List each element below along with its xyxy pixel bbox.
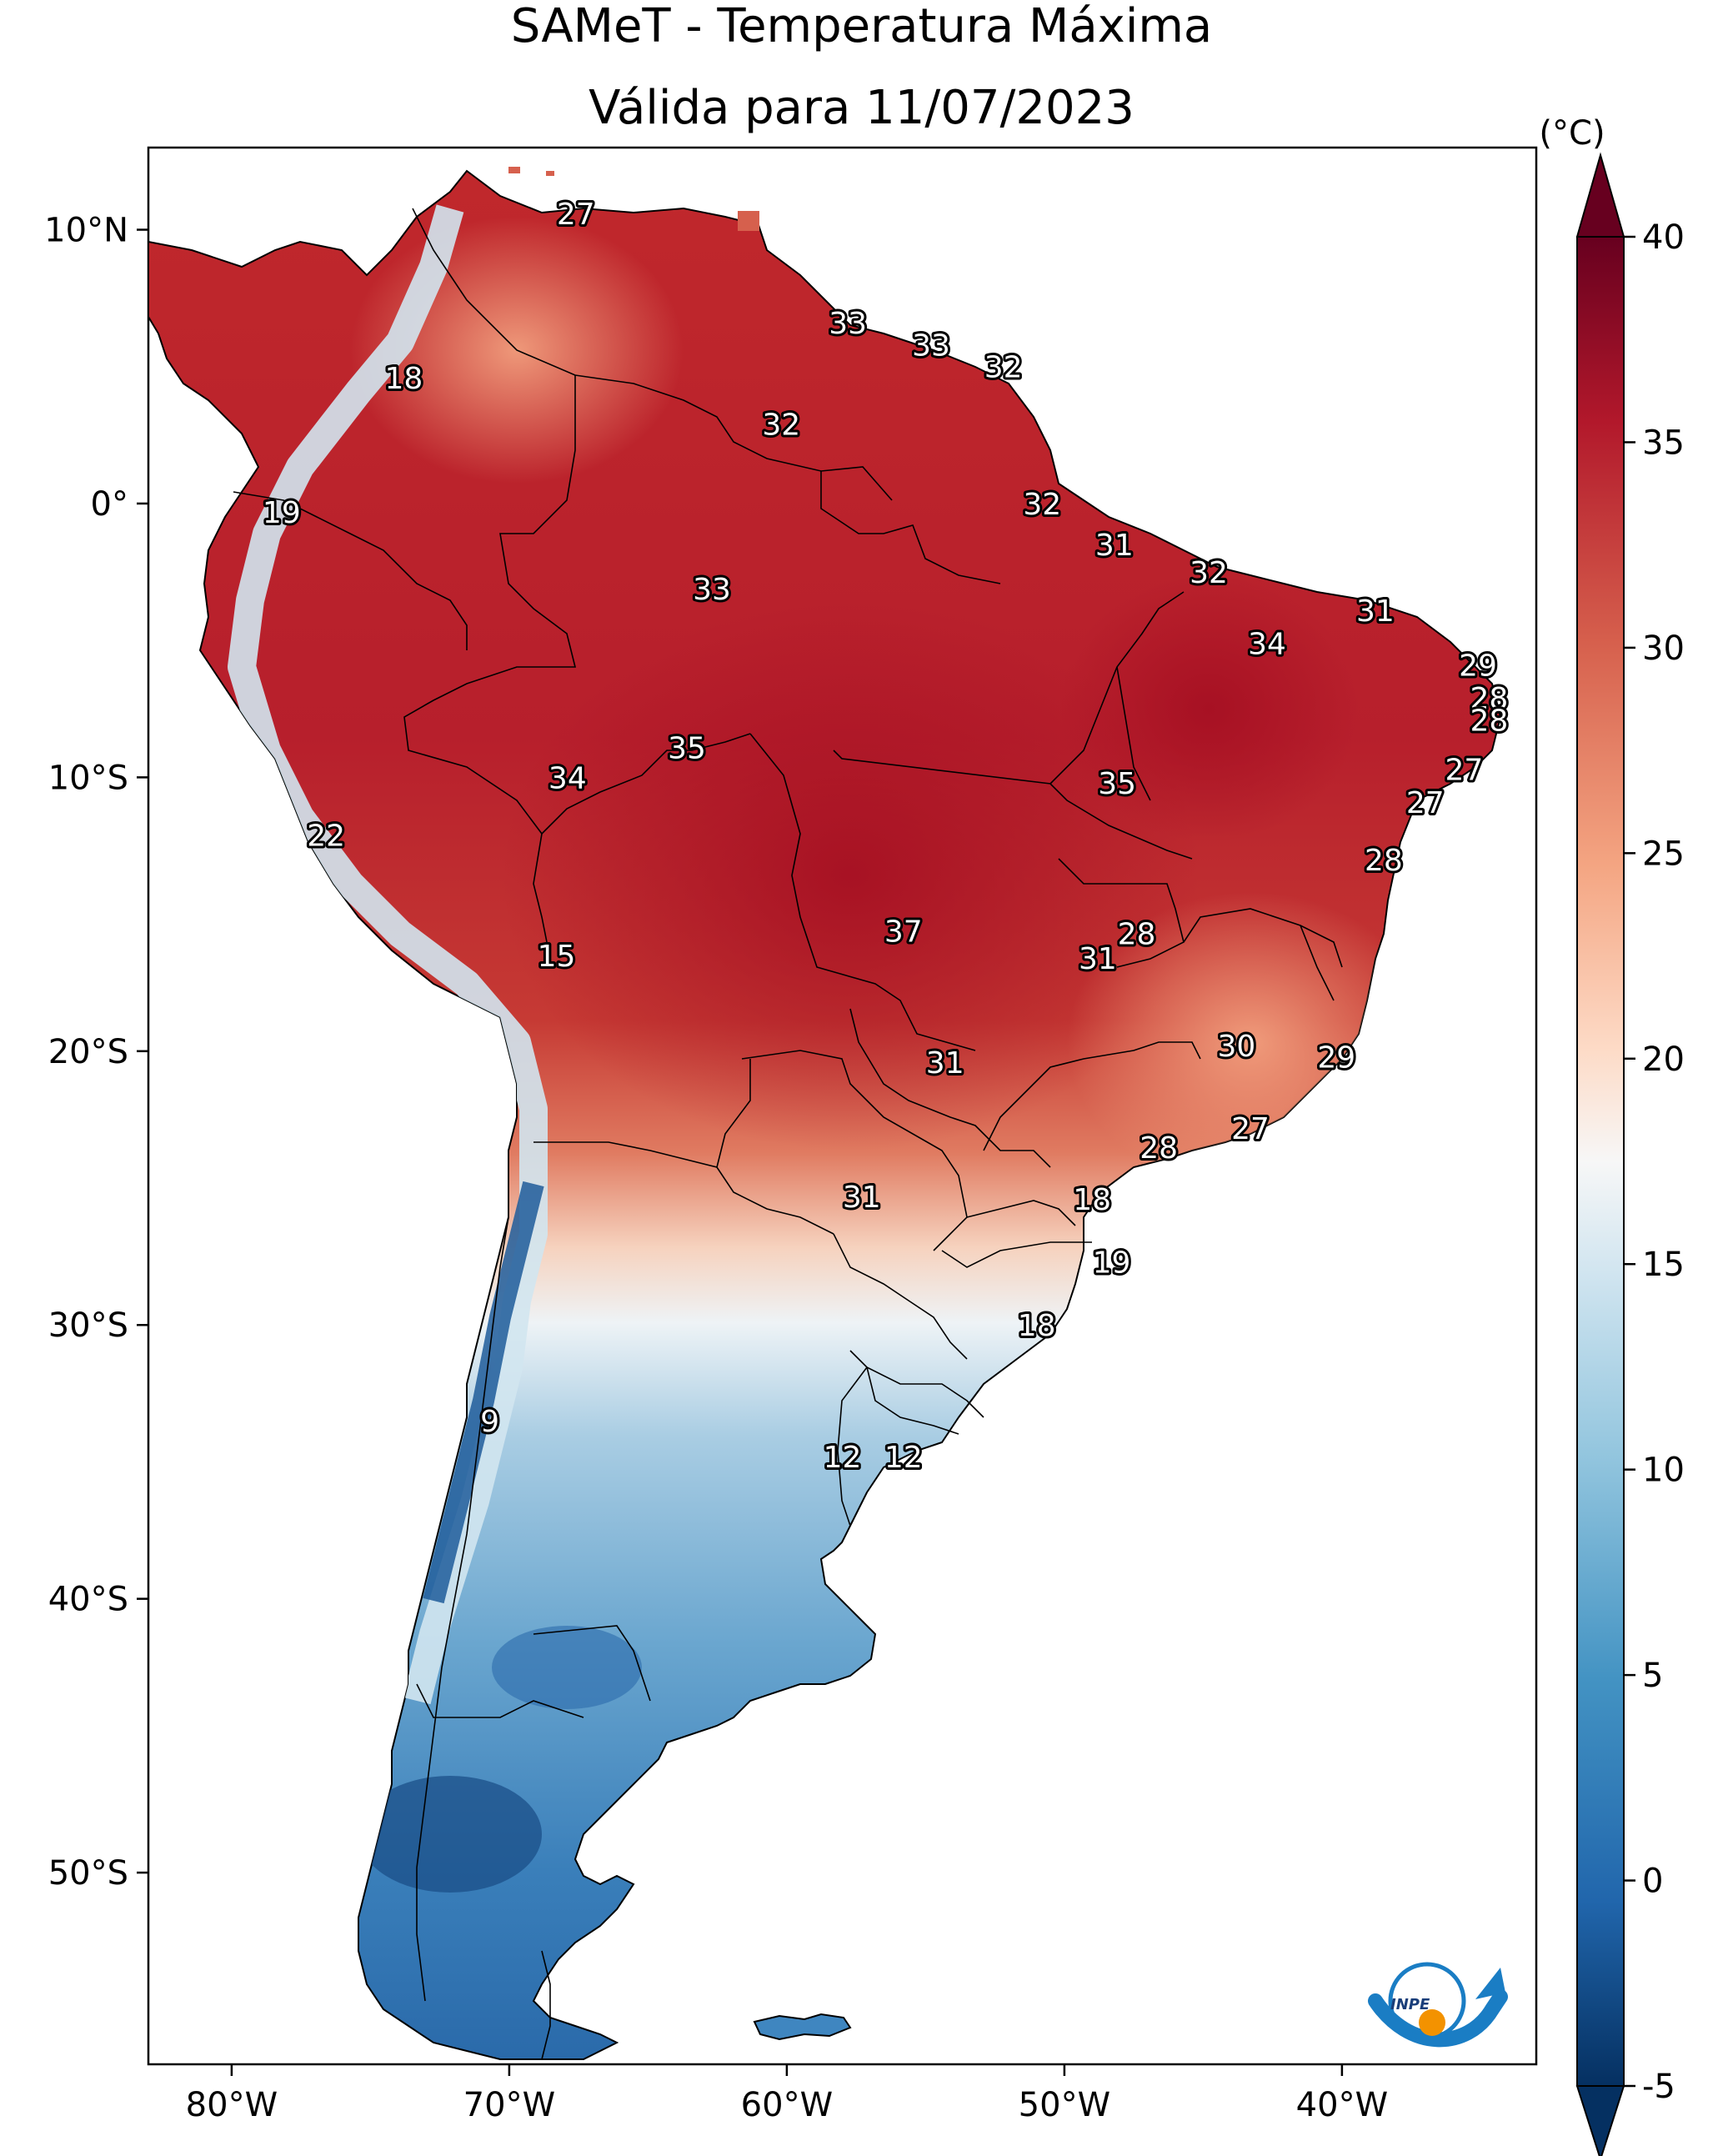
colorbar-bar	[1576, 236, 1625, 2087]
temperature-label: 33	[693, 573, 731, 607]
temperature-label: 34	[548, 761, 587, 795]
temperature-label: 27	[1406, 786, 1445, 820]
temperature-label: 29	[1459, 649, 1497, 684]
y-tick-label: 10°N	[44, 212, 128, 250]
temperature-label: 28	[1118, 918, 1156, 952]
temperature-label: 19	[263, 496, 301, 530]
colorbar-unit-label: (°C)	[1539, 114, 1605, 153]
temperature-label: 30	[1217, 1030, 1255, 1064]
temperature-label: 18	[1073, 1183, 1111, 1217]
temperature-label: 32	[1023, 488, 1061, 522]
temperature-label: 31	[1079, 942, 1117, 976]
temperature-label: 27	[557, 198, 595, 232]
temperature-label: 31	[1095, 529, 1134, 563]
temperature-label: 12	[824, 1441, 862, 1475]
temperature-label: 28	[1139, 1131, 1178, 1166]
colorbar-tick-label: 40	[1642, 218, 1685, 257]
temperature-label: 34	[1248, 627, 1286, 661]
temperature-label: 9	[480, 1405, 499, 1439]
temperature-label: 28	[1365, 844, 1403, 878]
y-tick-label: 20°S	[48, 1033, 128, 1071]
colorbar-tick-label: 30	[1642, 629, 1685, 668]
temperature-label: 12	[884, 1441, 923, 1475]
temperature-label: 15	[538, 940, 576, 974]
falkland-islands	[753, 2013, 852, 2041]
inpe-logo-arc	[1368, 1989, 1508, 2048]
y-tick-label: 50°S	[48, 1854, 128, 1893]
map-title-line1: SAMeT - Temperatura Máxima	[510, 0, 1213, 53]
inpe-logo: INPE	[1368, 1962, 1508, 2048]
temperature-label: 22	[307, 819, 345, 853]
map-axes: 80°W 70°W 60°W 50°W 40°W 10°N 0° 10°S 20°S 30°S 40…	[44, 212, 1388, 2124]
temperature-label: 27	[1445, 754, 1484, 788]
temperature-label: 32	[1190, 556, 1228, 590]
temperature-label: 33	[829, 307, 867, 341]
x-tick-label: 50°W	[1019, 2086, 1110, 2124]
x-tick-label: 70°W	[463, 2086, 555, 2124]
x-tick-label: 60°W	[741, 2086, 833, 2124]
temperature-label: 33	[912, 328, 950, 363]
temperature-label: 32	[762, 409, 800, 443]
country-state-borders	[233, 208, 1343, 2060]
temperature-label: 28	[1470, 704, 1508, 738]
colorbar-tick-label: 10	[1642, 1452, 1685, 1490]
temperature-label: 35	[668, 731, 706, 765]
y-tick-label: 40°S	[48, 1581, 128, 1619]
temperature-label: 19	[1093, 1246, 1131, 1281]
temperature-label: 37	[884, 915, 923, 949]
colorbar-tick-label: 20	[1642, 1040, 1685, 1079]
colorbar-tick-label: 25	[1642, 835, 1685, 873]
colorbar-tick-label: 35	[1642, 424, 1685, 462]
colorbar-tick-label: 0	[1642, 1863, 1663, 1901]
inpe-logo-swirl	[1388, 1962, 1466, 2040]
y-tick-label: 0°	[91, 485, 128, 524]
temperature-label: 32	[984, 351, 1023, 385]
temperature-label: 29	[1317, 1040, 1355, 1075]
colorbar-max-extension	[1575, 152, 1625, 238]
colorbar: (°C) 40 35 30 25 20 15 10 5 0 -5	[1539, 114, 1685, 2156]
y-tick-label: 10°S	[48, 759, 128, 797]
temperature-label: 31	[843, 1181, 881, 1215]
inpe-logo-text: INPE	[1390, 1996, 1430, 2013]
map-title-line2: Válida para 11/07/2023	[589, 81, 1134, 135]
colorbar-tick-label: 5	[1642, 1657, 1663, 1695]
x-tick-label: 40°W	[1296, 2086, 1388, 2124]
inpe-logo-arrow	[1475, 1968, 1505, 1999]
colorbar-tick-label: 15	[1642, 1246, 1685, 1284]
inpe-logo-sun	[1419, 2009, 1445, 2036]
temperature-label: 28	[1470, 682, 1508, 716]
colorbar-min-extension	[1575, 2085, 1625, 2156]
temperature-label: 35	[1098, 767, 1136, 801]
temperature-label: 18	[1018, 1309, 1056, 1343]
x-tick-label: 80°W	[186, 2086, 278, 2124]
colorbar-tick-label: -5	[1642, 2068, 1675, 2106]
temperature-label: 31	[1356, 594, 1395, 629]
caribbean-fragments	[508, 167, 759, 231]
y-tick-label: 30°S	[48, 1306, 128, 1345]
temperature-label: 31	[926, 1046, 964, 1081]
colorbar-ticks: 40 35 30 25 20 15 10 5 0 -5	[1624, 218, 1685, 2106]
temperature-label: 18	[384, 362, 423, 396]
temperature-label: 27	[1231, 1112, 1270, 1146]
